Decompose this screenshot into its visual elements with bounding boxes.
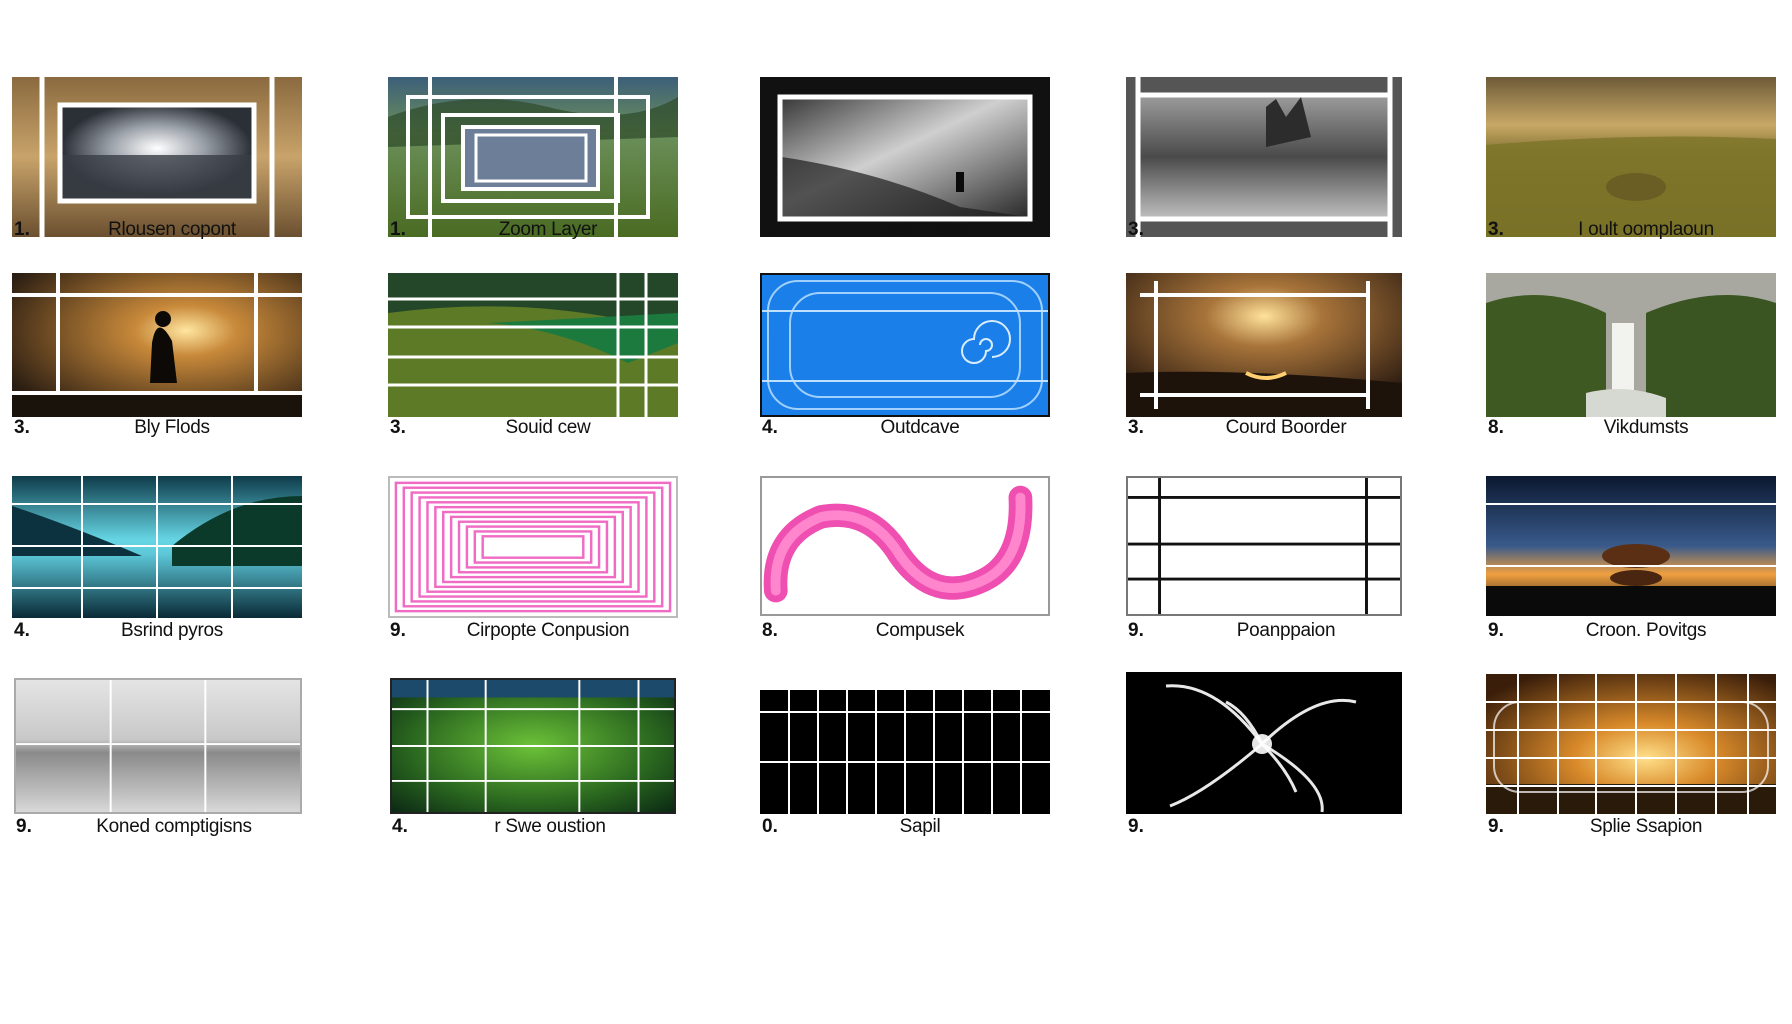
- rock-sunset-icon: [1486, 476, 1776, 616]
- tile-caption: 9.: [1126, 814, 1416, 840]
- forest-grid-icon: [390, 678, 676, 814]
- pink-curve-icon: [760, 476, 1050, 616]
- green-hill-grid-icon: [388, 273, 678, 417]
- tile-number: 8.: [1488, 417, 1504, 438]
- tile-caption: 9. Cirpopte Conpusion: [388, 618, 678, 644]
- tile-caption: 3.: [1126, 217, 1416, 243]
- tile-number: 9.: [390, 620, 406, 641]
- tile-number: 9.: [16, 816, 32, 837]
- tile-number: 4.: [14, 620, 30, 641]
- tile-number: 1.: [14, 219, 30, 240]
- tile-caption: 1. Zoom Layer: [388, 217, 678, 243]
- tile-number: 9.: [1128, 620, 1144, 641]
- tile-caption: 9. Poanppaion: [1126, 618, 1416, 644]
- tile-number: 3.: [1128, 219, 1144, 240]
- tile-caption: 2. Zoom Laver: [760, 217, 1050, 243]
- golden-field-icon: [1486, 77, 1776, 237]
- tile-caption: 3. Courd Boorder: [1126, 415, 1416, 441]
- tile-number: 3.: [1488, 219, 1504, 240]
- tile-caption: 9. Splie Ssapion: [1486, 814, 1776, 840]
- tile-caption: 8. Vikdumsts: [1486, 415, 1776, 441]
- tile-caption: 4. r Swe oustion: [390, 814, 680, 840]
- sunset-border-icon: [1126, 273, 1402, 417]
- misty-mountain-frame-icon: [760, 77, 1050, 237]
- tile-caption: 4. Bsrind pyros: [12, 618, 302, 644]
- tile-caption: 8. Compusek: [760, 618, 1050, 644]
- waterfall-icon: [1486, 273, 1776, 417]
- nested-frames-hills-icon: [388, 77, 678, 237]
- orange-sunset-grid-icon: [1486, 674, 1776, 814]
- tile-number: 3.: [1128, 417, 1144, 438]
- tile-label: Sapil: [899, 816, 941, 837]
- foggy-castle-frame-icon: [1126, 77, 1402, 237]
- tile-number: 0.: [762, 816, 778, 837]
- tile-label: Courd Boorder: [1225, 417, 1347, 438]
- black-spiral-icon: [1126, 672, 1402, 814]
- tile-number: 4.: [392, 816, 408, 837]
- tile-label: I oult oomplaoun: [1578, 219, 1714, 240]
- pink-concentric-rect-icon: [388, 476, 678, 618]
- tile-number: 8.: [762, 620, 778, 641]
- tile-number: 9.: [1488, 816, 1504, 837]
- teal-lake-grid-icon: [12, 476, 302, 618]
- tile-caption: 9. Croon. Povitgs: [1486, 618, 1776, 644]
- tile-caption: 4. Outdcave: [760, 415, 1050, 441]
- blue-spiral-icon: [760, 273, 1050, 417]
- tile-number: 3.: [390, 417, 406, 438]
- silhouette-sunset-icon: [12, 273, 302, 417]
- tile-number: 3.: [14, 417, 30, 438]
- grey-lake-grid-icon: [14, 678, 302, 814]
- black-grid-icon: [760, 690, 1050, 814]
- tile-label: Bsrind pyros: [121, 620, 223, 641]
- tile-label: Croon. Povitgs: [1585, 620, 1707, 641]
- tile-label: Zoom Layer: [498, 219, 598, 240]
- tile-label: Bly Flods: [134, 417, 210, 438]
- tile-label: Souid cew: [505, 417, 591, 438]
- tile-number: 1.: [390, 219, 406, 240]
- tile-label: Cirpopte Conpusion: [466, 620, 630, 641]
- tile-label: r Swe oustion: [494, 816, 606, 837]
- tile-label: Rlousen copont: [108, 219, 236, 240]
- framed-sunset-lake-icon: [12, 77, 302, 237]
- tile-caption: 1. Rlousen copont: [12, 217, 302, 243]
- tile-number: 4.: [762, 417, 778, 438]
- tile-number: 9.: [1128, 816, 1144, 837]
- tile-label: Zoom Laver: [870, 219, 970, 240]
- tile-label: Outdcave: [880, 417, 960, 438]
- tile-label: Koned comptigisns: [96, 816, 252, 837]
- tile-label: Splie Ssapion: [1589, 816, 1703, 837]
- tile-label: Vikdumsts: [1603, 417, 1689, 438]
- tile-caption: 0. Sapil: [760, 814, 1050, 840]
- tile-caption: 3. I oult oomplaoun: [1486, 217, 1776, 243]
- tile-number: 2.: [762, 219, 778, 240]
- tile-caption: 9. Koned comptigisns: [14, 814, 304, 840]
- white-grid-icon: [1126, 476, 1402, 616]
- tile-caption: 3. Souid cew: [388, 415, 678, 441]
- tile-number: 9.: [1488, 620, 1504, 641]
- tile-label: Poanppaion: [1236, 620, 1336, 641]
- tile-caption: 3. Bly Flods: [12, 415, 302, 441]
- tile-label: Compusek: [875, 620, 965, 641]
